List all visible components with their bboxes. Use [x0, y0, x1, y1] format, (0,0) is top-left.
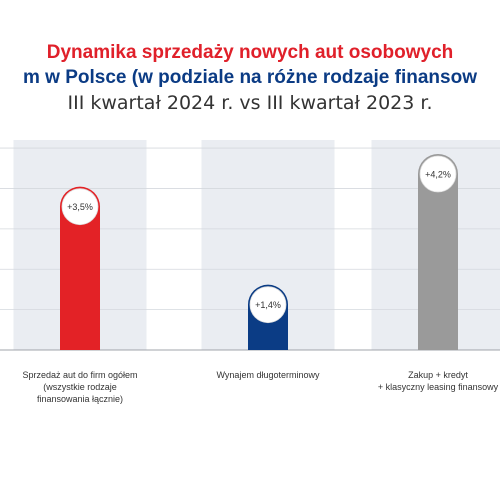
value-label-2: +1,4%: [255, 300, 281, 310]
bar-1: [60, 186, 100, 350]
category-label-line: finansowania łącznie): [36, 394, 124, 404]
bar-3: [418, 154, 458, 350]
value-label-circle: [61, 188, 99, 226]
category-label-line: + klasyczny leasing finansowy: [377, 382, 499, 392]
category-label-line: (wszystkie rodzaje: [43, 382, 117, 392]
title-line-3: III kwartał 2024 r. vs III kwartał 2023 …: [67, 92, 433, 114]
category-label-line: Wynajem długoterminowy: [216, 370, 320, 380]
category-label-2: Wynajem długoterminowy: [188, 369, 348, 381]
value-label-1: +3,5%: [67, 202, 93, 212]
category-label-line: Sprzedaż aut do firm ogółem: [22, 370, 138, 380]
title-line-1: Dynamika sprzedaży nowych aut osobowych: [46, 42, 454, 63]
category-label-line: Zakup + kredyt: [408, 370, 468, 380]
category-label-3: Zakup + kredyt + klasyczny leasing finans…: [358, 369, 500, 393]
category-label-1: Sprzedaż aut do firm ogółem (wszystkie ro…: [0, 369, 160, 405]
value-label-circle: [249, 286, 287, 324]
title-line-2: m w Polsce (w podziale na różne rodzaje …: [23, 67, 477, 88]
value-label-3: +4,2%: [425, 170, 451, 180]
value-label-circle: [419, 155, 457, 193]
chart-title: Dynamika sprzedaży nowych aut osobowych …: [0, 40, 500, 117]
